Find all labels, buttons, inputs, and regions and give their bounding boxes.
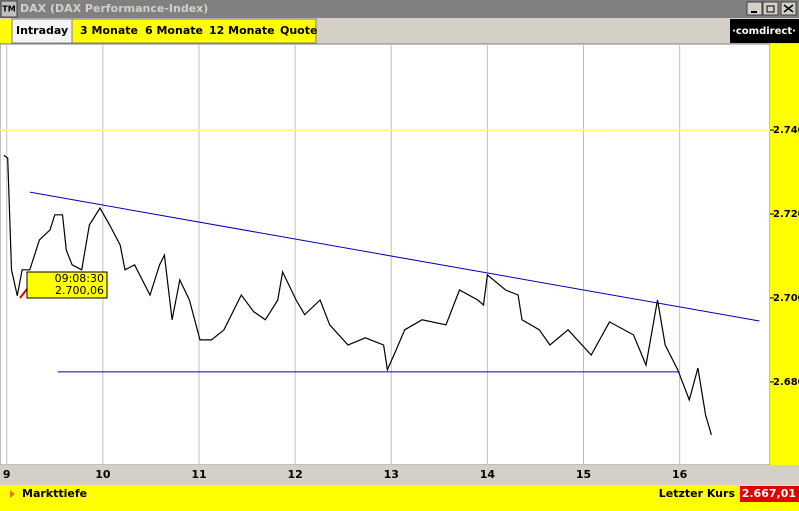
- last-price: 2.667,01: [742, 487, 796, 500]
- tab-label[interactable]: 6 Monate: [145, 24, 203, 37]
- last-price-box: [740, 486, 799, 502]
- y-tick-label: 2.680: [773, 377, 799, 388]
- price-line: [3, 154, 712, 435]
- tab-label[interactable]: 12 Monate: [209, 24, 275, 37]
- window-title: DAX (DAX Performance-Index): [20, 2, 208, 15]
- y-axis-band: [770, 44, 799, 465]
- restore-button[interactable]: [762, 1, 779, 16]
- logo: ·comdirect·: [732, 26, 796, 37]
- cursor-marker: [19, 288, 28, 299]
- window-buttons[interactable]: [746, 1, 797, 16]
- x-tick-label: 11: [191, 468, 206, 481]
- logo-box: [730, 19, 799, 43]
- trend-line: [29, 191, 760, 322]
- x-tick-label: 15: [576, 468, 591, 481]
- tab-marker: [0, 19, 12, 43]
- icon: [766, 5, 775, 13]
- last-price-label: Letzter Kurs: [659, 487, 736, 500]
- tab-label[interactable]: Intraday: [16, 24, 68, 37]
- tab-active[interactable]: [11, 18, 73, 44]
- x-tick-label: 10: [95, 468, 111, 481]
- tooltip-value: 2.700,06: [55, 284, 104, 297]
- x-tick-label: 12: [287, 468, 302, 481]
- x-tick-label: 16: [672, 468, 688, 481]
- tab-label[interactable]: 3 Monate: [80, 24, 138, 37]
- x-tick-label: 13: [384, 468, 399, 481]
- footer-bar: [0, 485, 799, 511]
- x-tick-label: 9: [3, 468, 11, 481]
- tab-label[interactable]: Quote: [280, 24, 317, 37]
- y-tick-label: 2.740: [773, 125, 799, 136]
- title-bar: [0, 0, 799, 18]
- icon: [783, 4, 794, 13]
- y-tick-label: 2.720: [773, 209, 799, 220]
- footer-link[interactable]: Markttiefe: [22, 487, 87, 500]
- tab-strip: [71, 18, 317, 44]
- app-icon-text: TM: [2, 5, 15, 14]
- app-icon: [0, 0, 18, 18]
- x-tick-label: 14: [480, 468, 496, 481]
- minimize-button[interactable]: [746, 1, 763, 16]
- tooltip-time: 09:08:30: [55, 272, 104, 285]
- arrow-icon: [10, 490, 15, 498]
- y-tick-label: 2.700: [773, 293, 799, 304]
- tooltip-box: [26, 271, 108, 299]
- x-axis-band: [0, 465, 799, 485]
